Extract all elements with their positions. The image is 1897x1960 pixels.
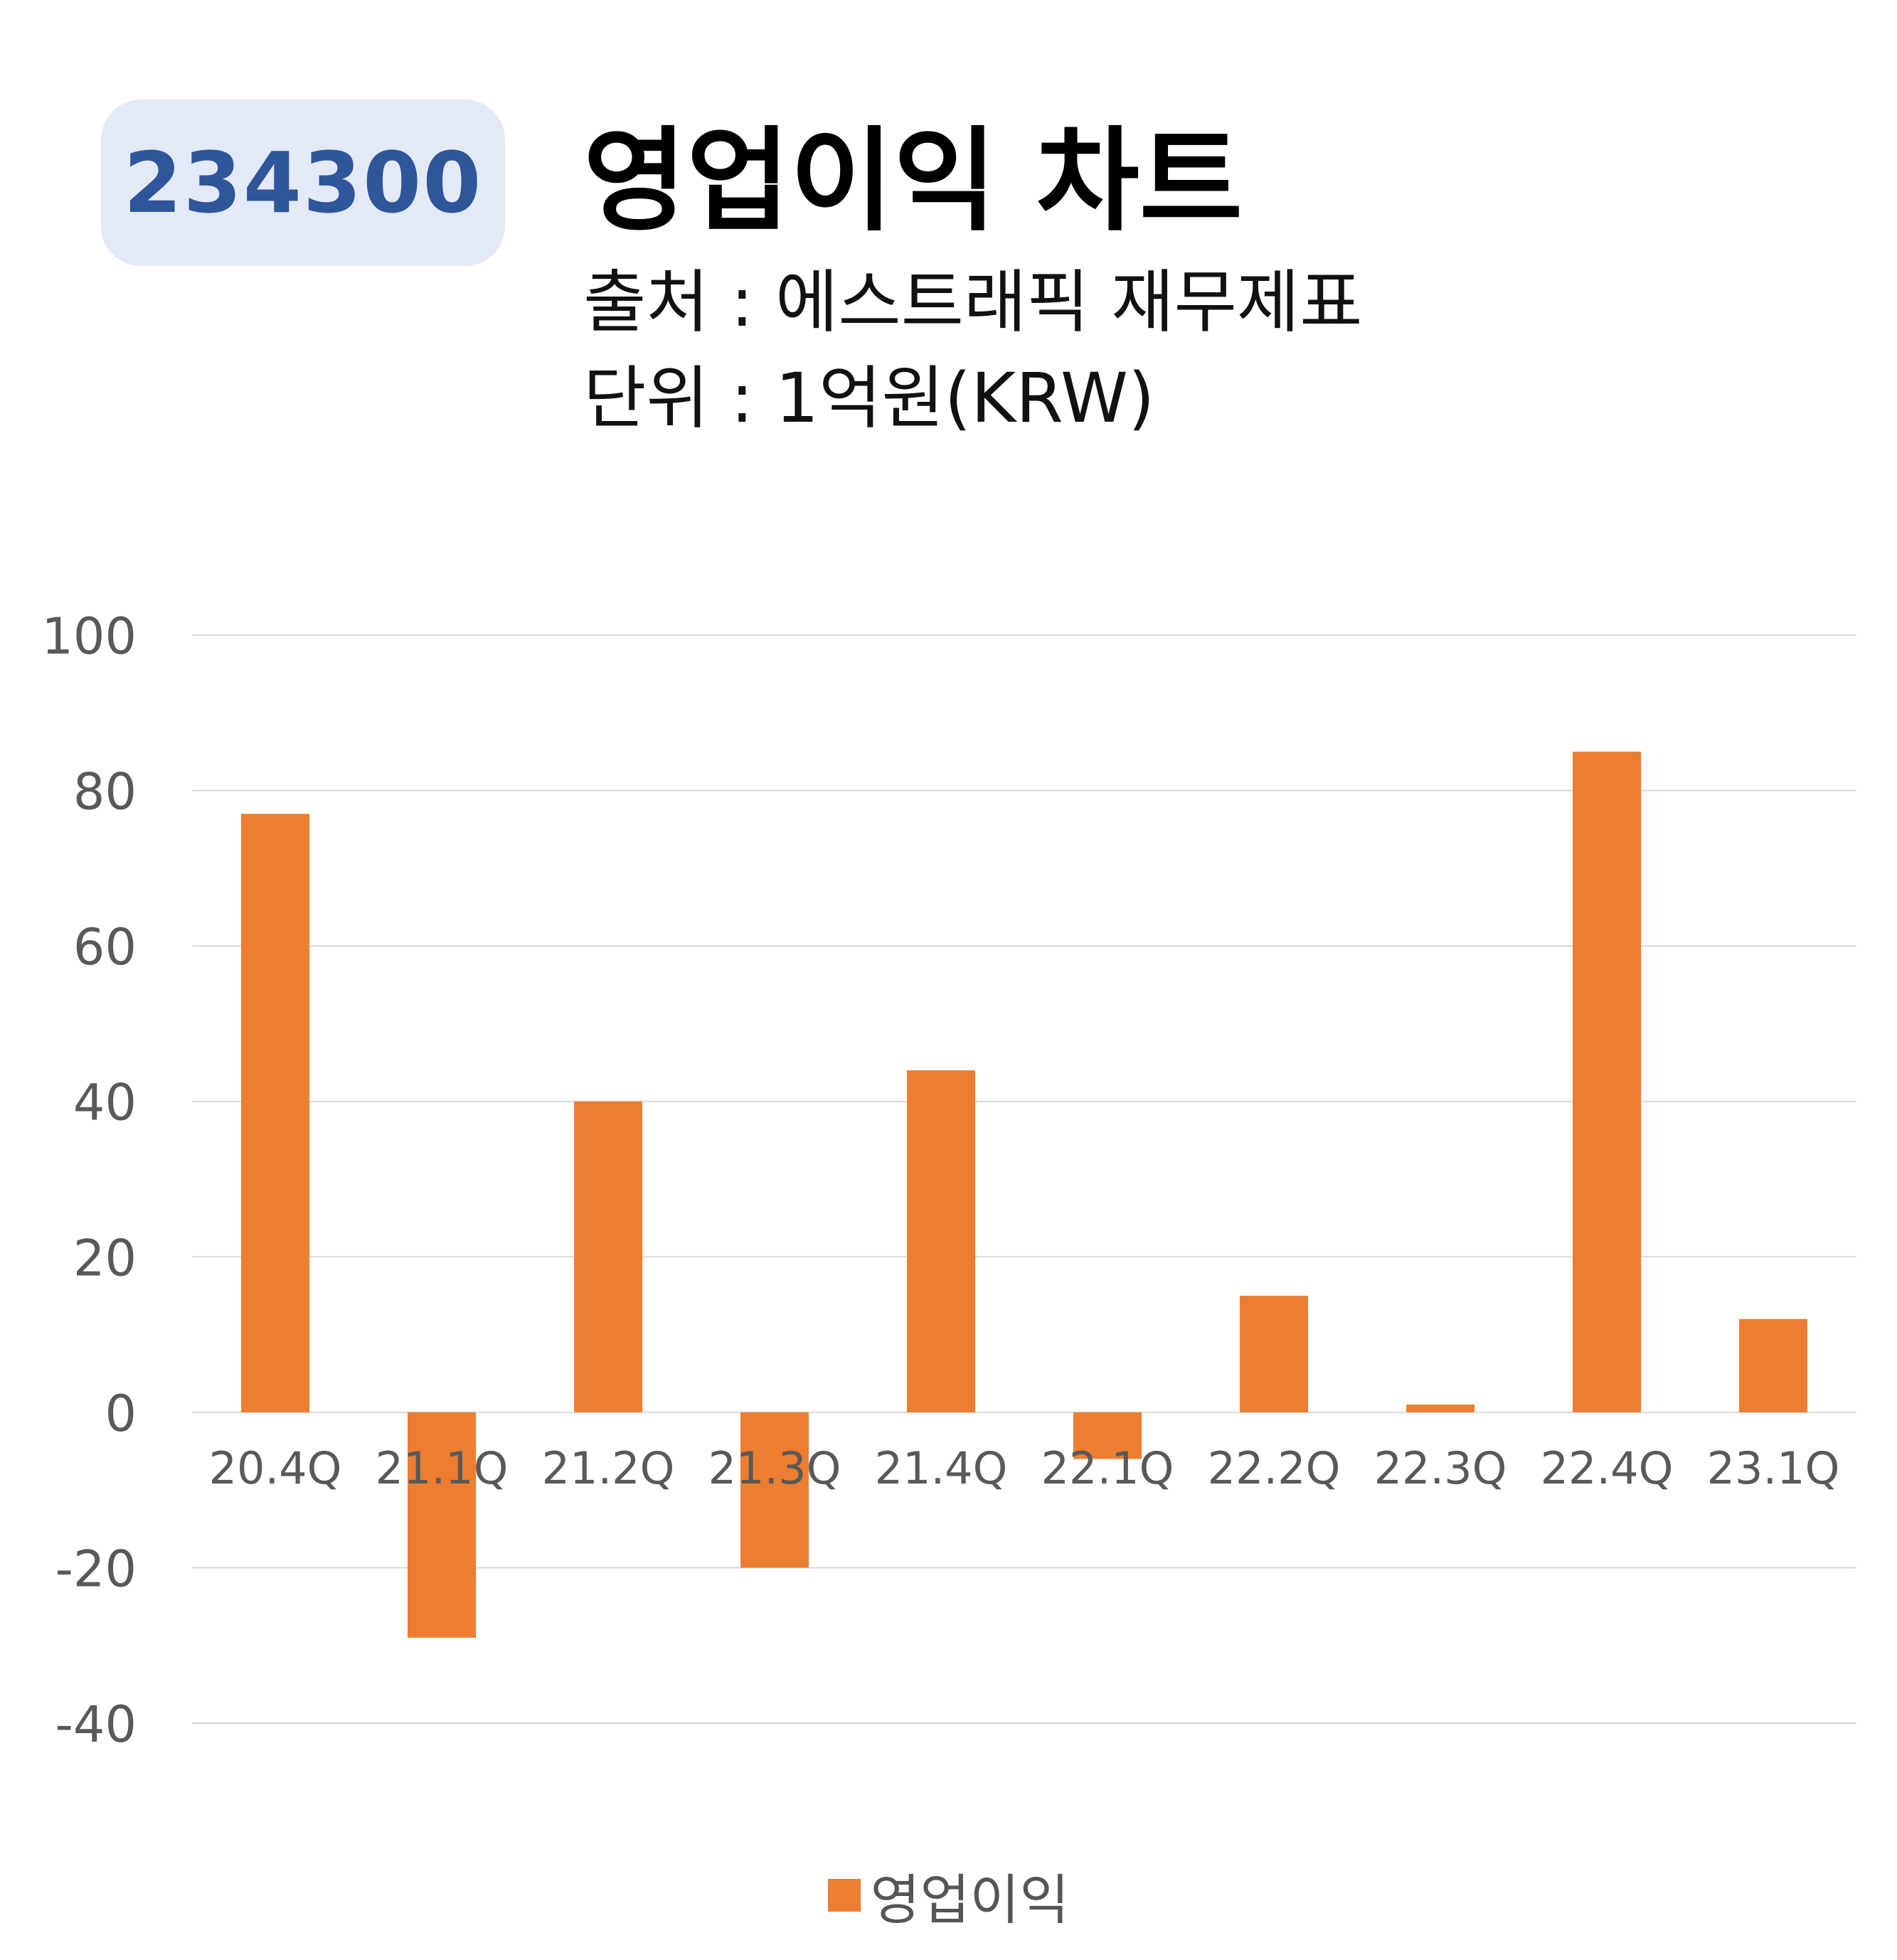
legend: 영업이익 (0, 1856, 1897, 1934)
x-tick-label: 21.2Q (542, 1442, 675, 1494)
unit-note: 단위 : 1억원(KRW) (583, 358, 1155, 438)
bar (740, 1412, 809, 1568)
x-tick-label: 21.4Q (875, 1442, 1008, 1494)
ticker-code: 234300 (123, 134, 483, 232)
y-tick-label: 100 (41, 607, 137, 666)
bar (1240, 1295, 1308, 1412)
x-tick-label: 21.3Q (708, 1442, 841, 1494)
bar (1073, 1412, 1142, 1459)
legend-swatch (827, 1879, 861, 1912)
x-tick-label: 22.3Q (1374, 1442, 1507, 1494)
y-tick-label: 0 (105, 1385, 137, 1443)
x-tick-label: 22.4Q (1541, 1442, 1674, 1494)
bar (408, 1412, 476, 1638)
bar (574, 1101, 642, 1412)
x-tick-label: 20.4Q (209, 1442, 342, 1494)
x-tick-label: 22.1Q (1041, 1442, 1174, 1494)
y-tick-label: 40 (73, 1074, 137, 1132)
x-tick-label: 21.1Q (376, 1442, 509, 1494)
y-tick-label: 20 (73, 1229, 137, 1287)
bar (1406, 1404, 1474, 1412)
chart-title: 영업이익 차트 (583, 116, 1243, 247)
x-tick-label: 22.2Q (1208, 1442, 1341, 1494)
legend-label: 영업이익 (870, 1868, 1070, 1932)
y-tick-label: -40 (55, 1695, 137, 1754)
source-note: 출처 : 에스트래픽 재무제표 (583, 262, 1363, 342)
bar (907, 1070, 975, 1412)
bar (1573, 751, 1641, 1412)
ticker-badge: 234300 (101, 100, 505, 266)
bar (241, 814, 309, 1412)
y-tick-label: 60 (73, 918, 137, 976)
bar (1739, 1319, 1807, 1412)
y-tick-label: -20 (55, 1540, 137, 1598)
x-tick-label: 23.1Q (1707, 1442, 1840, 1494)
y-tick-label: 80 (73, 763, 137, 821)
